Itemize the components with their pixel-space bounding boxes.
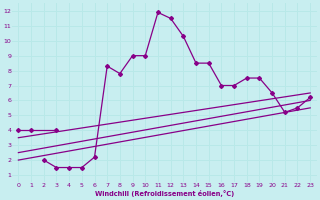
X-axis label: Windchill (Refroidissement éolien,°C): Windchill (Refroidissement éolien,°C) [95, 190, 234, 197]
